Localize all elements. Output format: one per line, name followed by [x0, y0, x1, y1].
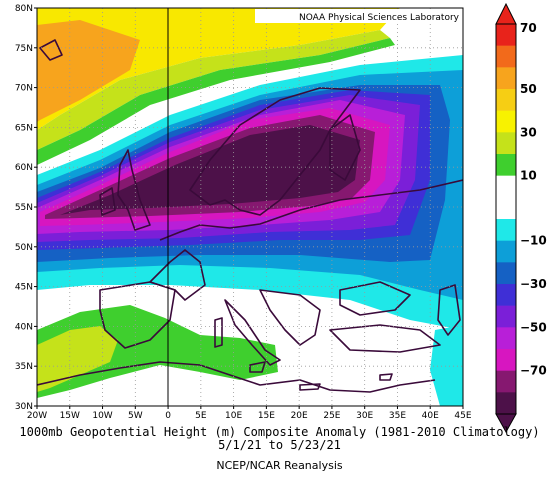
colorbar-swatch: [496, 175, 516, 198]
latitude-tick-labels: 30N 35N 40N 45N 50N 55N 60N 65N 70N 75N 80N: [15, 4, 37, 412]
longitude-tick-labels: 20W 15W 10W 5W 0 5E 10E 15E 20E 25E 30E 35E 40E 45E: [27, 406, 472, 421]
colorbar-swatch: [496, 240, 516, 263]
colorbar: 70 50 30 10 −10 −30 −50 −70: [495, 2, 547, 434]
coast-north-africa: [37, 361, 436, 393]
anomaly-band-lightgreen-south: [37, 326, 118, 392]
coast-france: [149, 249, 206, 301]
caption-date-range: 5/1/21 to 5/23/21: [218, 438, 341, 452]
coast-sicily: [249, 361, 266, 373]
latitude-tick-label: 65N: [15, 123, 33, 133]
longitude-tick-label: 5E: [195, 411, 207, 421]
anomaly-band-green-north: [37, 38, 395, 165]
coast-finland: [329, 114, 361, 181]
colorbar-label: −70: [520, 364, 547, 378]
coast-great-britain: [117, 149, 151, 231]
colorbar-label: −30: [520, 277, 547, 291]
credit-text: NOAA Physical Sciences Laboratory: [299, 13, 460, 23]
latitude-tick-label: 40N: [15, 322, 33, 332]
anomaly-band-orange-north: [37, 20, 140, 122]
colorbar-max-arrow: [495, 2, 517, 25]
latitude-tick-label: 35N: [15, 362, 33, 372]
colorbar-swatch: [496, 45, 516, 68]
latitude-tick-label: 50N: [15, 243, 33, 253]
colorbar-label: 70: [520, 21, 537, 35]
anomaly-band-lightgreen-north: [37, 30, 390, 150]
longitude-tick-label: 10E: [225, 411, 242, 421]
colorbar-swatch: [496, 219, 516, 241]
longitude-tick-label: 20W: [27, 411, 47, 421]
colorbar-label: 30: [520, 125, 537, 139]
latitude-tick-label: 55N: [15, 203, 33, 213]
latitude-tick-label: 70N: [15, 84, 33, 94]
colorbar-label: −50: [520, 320, 547, 334]
colorbar-swatch: [496, 132, 516, 155]
caption-dataset: NCEP/NCAR Reanalysis: [216, 459, 343, 472]
longitude-tick-label: 10W: [92, 411, 112, 421]
colorbar-swatch: [496, 24, 516, 46]
latitude-tick-label: 60N: [15, 163, 33, 173]
latitude-tick-label: 45N: [15, 283, 33, 293]
coast-caspian: [437, 284, 461, 336]
longitude-tick-label: 45E: [454, 411, 471, 421]
colorbar-label: 50: [520, 82, 537, 96]
latitude-tick-label: 80N: [15, 4, 33, 14]
colorbar-label: −10: [520, 234, 547, 248]
colorbar-swatch: [496, 370, 516, 393]
colorbar-swatch: [496, 392, 516, 415]
coast-italy: [224, 299, 281, 366]
longitude-tick-label: 20E: [291, 411, 308, 421]
coast-turkey: [329, 324, 441, 353]
coast-ireland: [99, 187, 116, 216]
coast-continental-europe: [159, 179, 463, 241]
coast-scandinavia: [189, 87, 361, 216]
colorbar-swatch: [496, 262, 516, 285]
longitude-tick-label: 40E: [422, 411, 439, 421]
coast-crete: [299, 383, 321, 391]
coast-black-sea: [339, 281, 411, 316]
colorbar-swatch: [496, 67, 516, 90]
graticule-lines: [37, 8, 463, 406]
colorbar-swatch: [496, 305, 516, 328]
colorbar-frame: [495, 23, 517, 415]
longitude-tick-label: 15E: [258, 411, 275, 421]
credit-box: [255, 9, 462, 23]
colorbar-swatch: [496, 349, 516, 371]
longitude-tick-label: 5W: [128, 411, 143, 421]
colorbar-label: 10: [520, 169, 537, 183]
longitude-tick-label: 15W: [60, 411, 80, 421]
coast-iceland: [39, 39, 63, 61]
map-plot-area: [37, 8, 463, 406]
colorbar-swatch: [496, 327, 516, 350]
longitude-tick-label: 35E: [389, 411, 406, 421]
colorbar-swatch: [496, 154, 516, 176]
colorbar-swatch: [496, 110, 516, 133]
latitude-tick-label: 75N: [15, 44, 33, 54]
colorbar-swatch: [496, 284, 516, 306]
colorbar-swatch: [496, 197, 516, 220]
coast-cyprus: [379, 373, 393, 381]
longitude-tick-label: 25E: [323, 411, 340, 421]
coast-balkans: [259, 289, 321, 346]
colorbar-swatch: [496, 89, 516, 111]
coast-corsica-sardinia: [214, 317, 223, 348]
caption-title: 1000mb Geopotential Height (m) Composite…: [19, 425, 540, 439]
land-outlines: [37, 39, 463, 393]
longitude-tick-label: 0: [165, 411, 171, 421]
latitude-tick-label: 30N: [15, 402, 33, 412]
longitude-tick-label: 30E: [356, 411, 373, 421]
